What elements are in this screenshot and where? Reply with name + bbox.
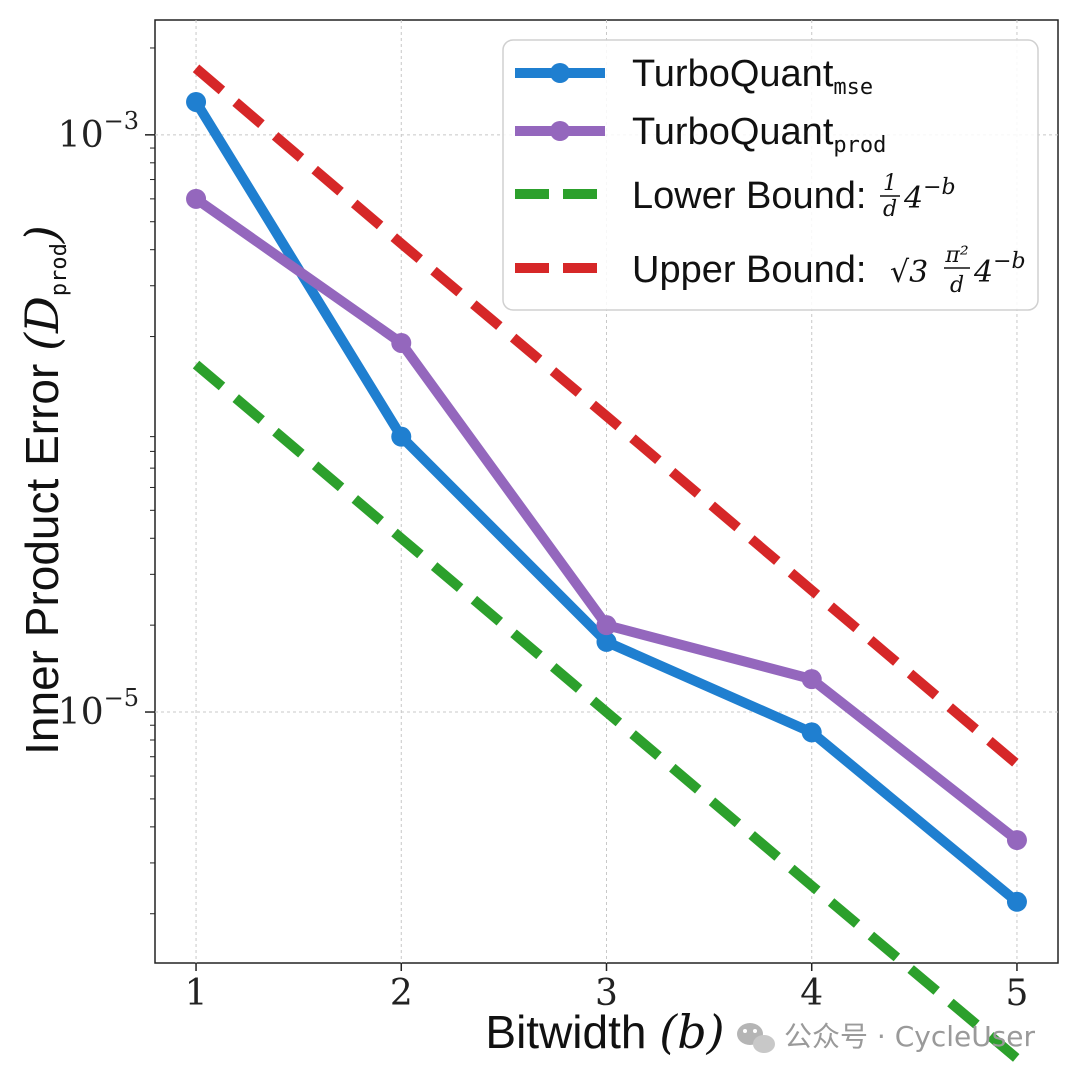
y-tick-label: 10−3: [58, 107, 139, 156]
upper-base: 4: [973, 255, 993, 290]
y-axis-title: Inner Product Error (Dprod): [15, 225, 72, 755]
upper-exp: −b: [993, 249, 1026, 274]
legend-label-lower: Lower Bound:: [632, 175, 867, 217]
y-axis-math-open: (D: [15, 296, 69, 351]
legend-entry-lower-bound: Lower Bound: 1 d 4−b: [515, 171, 956, 222]
y-axis-label: Inner Product Error: [16, 364, 68, 755]
lower-base: 4: [903, 181, 923, 216]
legend-box: [502, 39, 1039, 311]
y-axis: 10−3 10−5: [58, 47, 155, 915]
x-tick-label: 1: [185, 973, 208, 1014]
legend: TurboQuantmse TurboQuantprod Lower Bound…: [502, 39, 1039, 311]
legend-entry-turboquant-prod: TurboQuantprod: [515, 111, 886, 158]
legend-label-prod: TurboQuant: [632, 111, 834, 153]
svg-text:TurboQuantprod: TurboQuantprod: [632, 111, 886, 158]
x-axis: 1 2 3 4 5: [185, 963, 1029, 1014]
legend-label-mse: TurboQuant: [632, 53, 834, 95]
legend-label-upper: Upper Bound:: [632, 249, 867, 291]
data-point-turboquant-prod: [596, 615, 617, 636]
data-point-turboquant-mse: [1006, 891, 1027, 912]
x-axis-title: Bitwidth (b): [485, 1005, 724, 1059]
data-point-turboquant-prod: [801, 669, 822, 690]
x-axis-label: Bitwidth: [485, 1006, 646, 1058]
y-axis-math-close: ): [15, 225, 69, 244]
svg-text:TurboQuantmse: TurboQuantmse: [632, 53, 873, 100]
svg-text:4−b: 4−b: [973, 249, 1026, 290]
y-axis-math-sub: prod: [47, 243, 72, 296]
data-point-turboquant-mse: [596, 631, 617, 652]
x-tick-label: 5: [1006, 973, 1029, 1014]
data-point-turboquant-mse: [801, 722, 822, 743]
data-point-turboquant-mse: [186, 91, 207, 112]
y-tick-label: 10−5: [58, 684, 139, 733]
upper-sqrt: √3: [890, 255, 928, 290]
wechat-icon: [737, 1023, 775, 1053]
data-point-turboquant-prod: [391, 332, 412, 353]
lower-frac-den: d: [883, 197, 897, 222]
legend-entry-upper-bound: Upper Bound: √3 π² d 4−b: [515, 243, 1026, 298]
series-line-upper-bound: [192, 64, 1021, 768]
watermark-text: 公众号 · CycleUser: [784, 1020, 1036, 1053]
legend-sub-prod: prod: [833, 133, 886, 158]
upper-frac-num: π²: [944, 243, 968, 268]
watermark: 公众号 · CycleUser: [737, 1020, 1036, 1053]
upper-frac-den: d: [950, 273, 964, 298]
x-tick-label: 2: [390, 973, 413, 1014]
legend-entry-turboquant-mse: TurboQuantmse: [515, 53, 873, 100]
series-layer: [186, 64, 1027, 1063]
data-point-turboquant-prod: [1006, 830, 1027, 851]
svg-text:4−b: 4−b: [903, 175, 956, 216]
lower-exp: −b: [923, 175, 956, 200]
data-point-turboquant-prod: [186, 188, 207, 209]
lower-frac-num: 1: [883, 171, 897, 196]
series-line-lower-bound: [192, 360, 1021, 1063]
x-tick-label: 3: [595, 973, 618, 1014]
legend-sub-mse: mse: [833, 75, 873, 100]
data-point-turboquant-mse: [391, 426, 412, 447]
x-axis-math: (b): [659, 1005, 724, 1059]
x-tick-label: 4: [800, 973, 823, 1014]
